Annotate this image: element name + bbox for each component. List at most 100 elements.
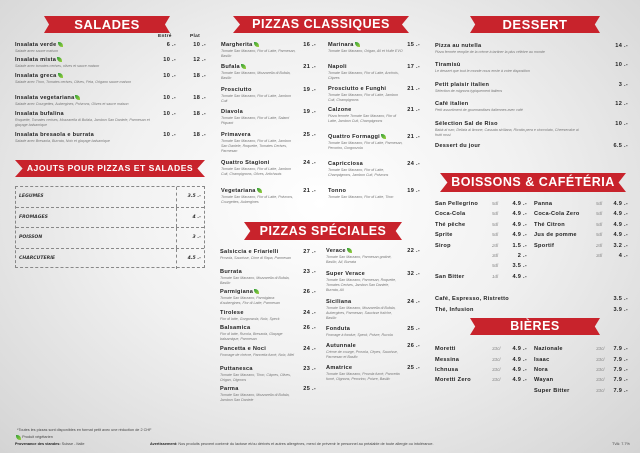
drink-name: Jus de pomme xyxy=(534,232,577,238)
menu-item-description: Tomate San Marzano, Mozzarella di Bufala… xyxy=(326,305,396,320)
menu-item-name: Marinara xyxy=(328,42,360,48)
column-header-entree: Entré xyxy=(158,34,172,39)
menu-item-name-text: Café italien xyxy=(435,101,469,107)
menu-item-name-text: Diavola xyxy=(221,109,243,115)
drink-size: 33cl xyxy=(596,377,605,382)
menu-item-name: Puttanesca xyxy=(220,366,253,372)
menu-item-name-text: Insalata greca xyxy=(15,73,57,79)
ajouts-table: LEGUMES 3.5 .- FROMAGES 4 .- POISSON 3 .- C… xyxy=(15,186,205,269)
menu-item-price: 19 .- xyxy=(303,87,316,93)
veg-legend: Produit végétarien xyxy=(15,435,53,440)
menu-item-description: Salade avec Courgettes, Aubergines, Poiv… xyxy=(15,101,129,106)
ajouts-label: FROMAGES xyxy=(19,214,48,220)
menu-item-name: Insalata bufalina xyxy=(15,111,64,117)
menu-item-price: 26 .- xyxy=(303,289,316,295)
drink-price: 4.9 .- xyxy=(512,232,527,238)
drink-price: 4.9 .- xyxy=(512,211,527,217)
menu-item-price: 22 .- xyxy=(407,248,420,254)
ajouts-label: CHARCUTERIE xyxy=(19,255,56,261)
drink-size: 2dl xyxy=(492,243,499,248)
menu-item-description: Tomate San Marzano, Fior di Latte, Jambo… xyxy=(328,92,398,102)
vegetarian-leaf-icon xyxy=(240,64,246,69)
menu-item-name-text: Calzone xyxy=(328,107,352,113)
vegetarian-leaf-icon xyxy=(346,248,352,253)
drink-name: Moretti Zero xyxy=(435,377,471,383)
drink-size: 33cl xyxy=(492,357,501,362)
banner-ajouts: AJOUTS POUR PIZZAS ET SALADES xyxy=(15,160,205,177)
menu-item-name: Tirolese xyxy=(220,310,244,316)
menu-item-price: 21 .- xyxy=(303,188,316,194)
warning-text: Nos produits peuvent contenir du lactose… xyxy=(178,442,434,446)
menu-item-description: Tomate San Marzano, Thon, Câpres, Olives… xyxy=(220,372,291,382)
drink-name: Isaac xyxy=(534,357,550,363)
vegetarian-leaf-icon xyxy=(75,95,81,100)
drink-size: 3dl xyxy=(492,253,499,258)
menu-item-description: Tomate San Marzano, Fior di Latte, Jambo… xyxy=(221,166,291,176)
menu-item-name: Calzone xyxy=(328,107,352,113)
menu-item-name: Insalata bresaola e burrata xyxy=(15,132,94,138)
menu-item-price: 10 .- xyxy=(615,62,628,68)
menu-item-description: Salade avec Bresaola, Burrata, Noix et g… xyxy=(15,138,110,143)
menu-item-name: Petit plaisir italien xyxy=(435,82,489,88)
drink-price: 2 .- xyxy=(517,253,527,259)
menu-item-price-plat: 18 .- xyxy=(193,73,206,79)
menu-item-name-text: Tiramisù xyxy=(435,62,461,68)
drink-size: 33cl xyxy=(492,346,501,351)
menu-item-name: Insalata vegetariana xyxy=(15,95,81,101)
menu-item-price: 26 .- xyxy=(303,325,316,331)
menu-item-price: 21 .- xyxy=(407,134,420,140)
menu-item-name-text: Sélection Sal de Riso xyxy=(435,121,498,127)
drink-price: 7.9 .- xyxy=(613,388,628,394)
menu-item-description: Petit assortiment de gourmandises italie… xyxy=(435,107,523,112)
provenance-value: Suisse - Italie xyxy=(61,442,85,446)
menu-item-name-text: Fonduta xyxy=(326,326,351,332)
menu-item-name-text: Autunnale xyxy=(326,343,357,349)
drink-name: Sprite xyxy=(435,232,453,238)
ajouts-row: LEGUMES 3.5 .- xyxy=(16,187,204,208)
menu-item-price-entree: 10 .- xyxy=(163,73,176,79)
menu-item-price: 21 .- xyxy=(407,107,420,113)
menu-item-description: Tomate San Marzano, Fior di Latte, Parme… xyxy=(221,48,296,58)
menu-item-price: 14 .- xyxy=(615,43,628,49)
column-divider xyxy=(176,228,177,248)
drink-price: 4.9 .- xyxy=(512,346,527,352)
menu-item-name-text: Capricciosa xyxy=(328,161,364,167)
menu-item-name: Margherita xyxy=(221,42,259,48)
menu-item-description: Babà al rum, Delizia al limone, Cassata … xyxy=(435,127,579,137)
drink-name: Thé, Infusion xyxy=(435,307,474,313)
menu-item-name: Pancetta e Noci xyxy=(220,346,266,352)
ajouts-label: POISSON xyxy=(19,235,43,240)
ajouts-price: 4.5 .- xyxy=(187,255,201,261)
menu-item-price: 32 .- xyxy=(407,271,420,277)
drink-name: Moretti xyxy=(435,346,456,352)
menu-item-name-text: Tirolese xyxy=(220,310,244,316)
menu-item-name: Pizza au nutella xyxy=(435,43,481,49)
drink-size: 5dl xyxy=(596,222,603,227)
menu-item-name: Fonduta xyxy=(326,326,350,332)
menu-item-description: Tomate San Marzano, Fior di Latte, Champ… xyxy=(328,167,389,177)
menu-item-name: Burrata xyxy=(220,269,242,275)
menu-item-name-text: Marinara xyxy=(328,42,354,48)
drink-size: 33cl xyxy=(596,357,605,362)
provenance-label: Provenance des viandes: xyxy=(15,442,61,446)
drink-price: 4.9 .- xyxy=(613,201,628,207)
menu-item-name-text: Quattro Formaggi xyxy=(328,134,381,140)
drink-price: 4 .- xyxy=(618,253,628,259)
menu-item-name-text: Salsiccia e Friarielli xyxy=(220,249,279,255)
column-divider xyxy=(176,248,177,269)
drink-name: Coca-Cola xyxy=(435,211,466,217)
menu-item-name-text: Super Verace xyxy=(326,271,366,277)
drink-size: 5dl xyxy=(596,232,603,237)
menu-item-description: Roquette, Tomates cerises, Mozzarella di… xyxy=(15,117,150,127)
drink-size: 5dl xyxy=(492,232,499,237)
menu-item-name: Insalata mista xyxy=(15,57,63,63)
menu-item-description: Fior di latte, Gorgonzola, Noix, Speck xyxy=(220,316,280,321)
menu-item-name-text: Quattro Stagioni xyxy=(221,160,270,166)
drink-name: Sportif xyxy=(534,243,555,249)
menu-item-name-text: Tonno xyxy=(328,188,347,194)
menu-item-price-entree: 10 .- xyxy=(163,111,176,117)
menu-item-price: 23 .- xyxy=(303,269,316,275)
banner-dessert: DESSERT xyxy=(470,16,600,33)
menu-item-name-text: Insalata verde xyxy=(15,42,57,48)
menu-item-name: Insalata greca xyxy=(15,73,63,79)
